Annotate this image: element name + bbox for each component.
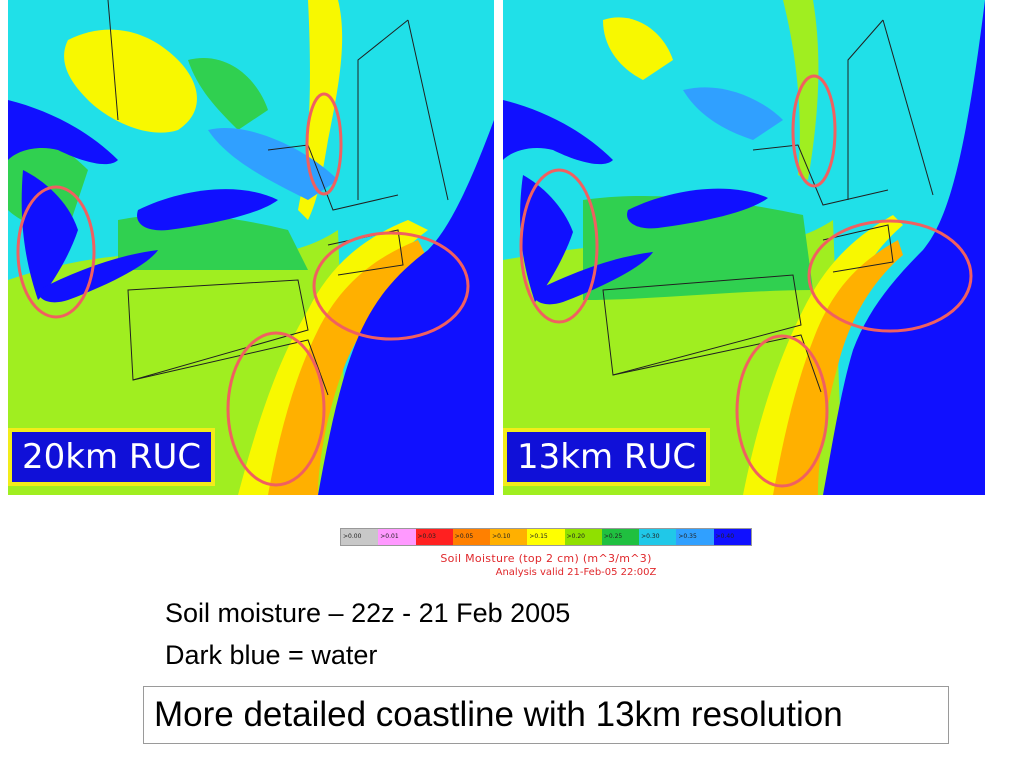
legend-bin: >0.30: [639, 529, 677, 545]
caption-line-1: Soil moisture – 22z - 21 Feb 2005: [165, 598, 571, 628]
legend-bin: >0.05: [452, 529, 491, 545]
caption-line-2: Dark blue = water: [165, 640, 378, 670]
highlight-lake-michigan-13km: [519, 168, 599, 324]
legend-bin: >0.03: [415, 529, 453, 545]
highlight-new-england-coast: [312, 231, 470, 341]
soil-moisture-map-13km: [503, 0, 985, 495]
highlight-new-england-coast-13km: [807, 219, 973, 333]
highlight-chesapeake: [226, 331, 326, 487]
legend-title: Soil Moisture (top 2 cm) (m^3/m^3): [440, 552, 652, 565]
highlight-chesapeake-13km: [735, 334, 829, 488]
highlight-lake-champlain: [305, 92, 343, 196]
map-panel-13km: 13km RUC: [503, 0, 985, 495]
color-legend: >0.00 >0.01 >0.03 >0.05 >0.10 >0.15 >0.20 >0.25…: [340, 528, 752, 578]
soil-moisture-map-20km: [8, 0, 494, 495]
legend-color-bar: >0.00 >0.01 >0.03 >0.05 >0.10 >0.15 >0.20 >0.25…: [340, 528, 752, 546]
legend-bin: >0.35: [676, 529, 714, 545]
highlight-lake-michigan: [16, 185, 96, 319]
map-panel-20km: 20km RUC: [8, 0, 494, 495]
resolution-note-box: More detailed coastline with 13km resolu…: [143, 686, 949, 744]
legend-subtitle: Analysis valid 21-Feb-05 22:00Z: [495, 567, 657, 578]
legend-bin: >0.40: [713, 529, 751, 545]
legend-bin: >0.01: [378, 529, 416, 545]
resolution-label-20km: 20km RUC: [8, 428, 216, 486]
legend-bin: >0.10: [490, 529, 528, 545]
legend-bin: >0.00: [341, 529, 379, 545]
resolution-label-13km: 13km RUC: [503, 428, 711, 486]
legend-bin: >0.25: [601, 529, 640, 545]
legend-bin: >0.20: [564, 529, 602, 545]
legend-bin: >0.15: [527, 529, 565, 545]
highlight-lake-champlain-13km: [791, 74, 837, 188]
